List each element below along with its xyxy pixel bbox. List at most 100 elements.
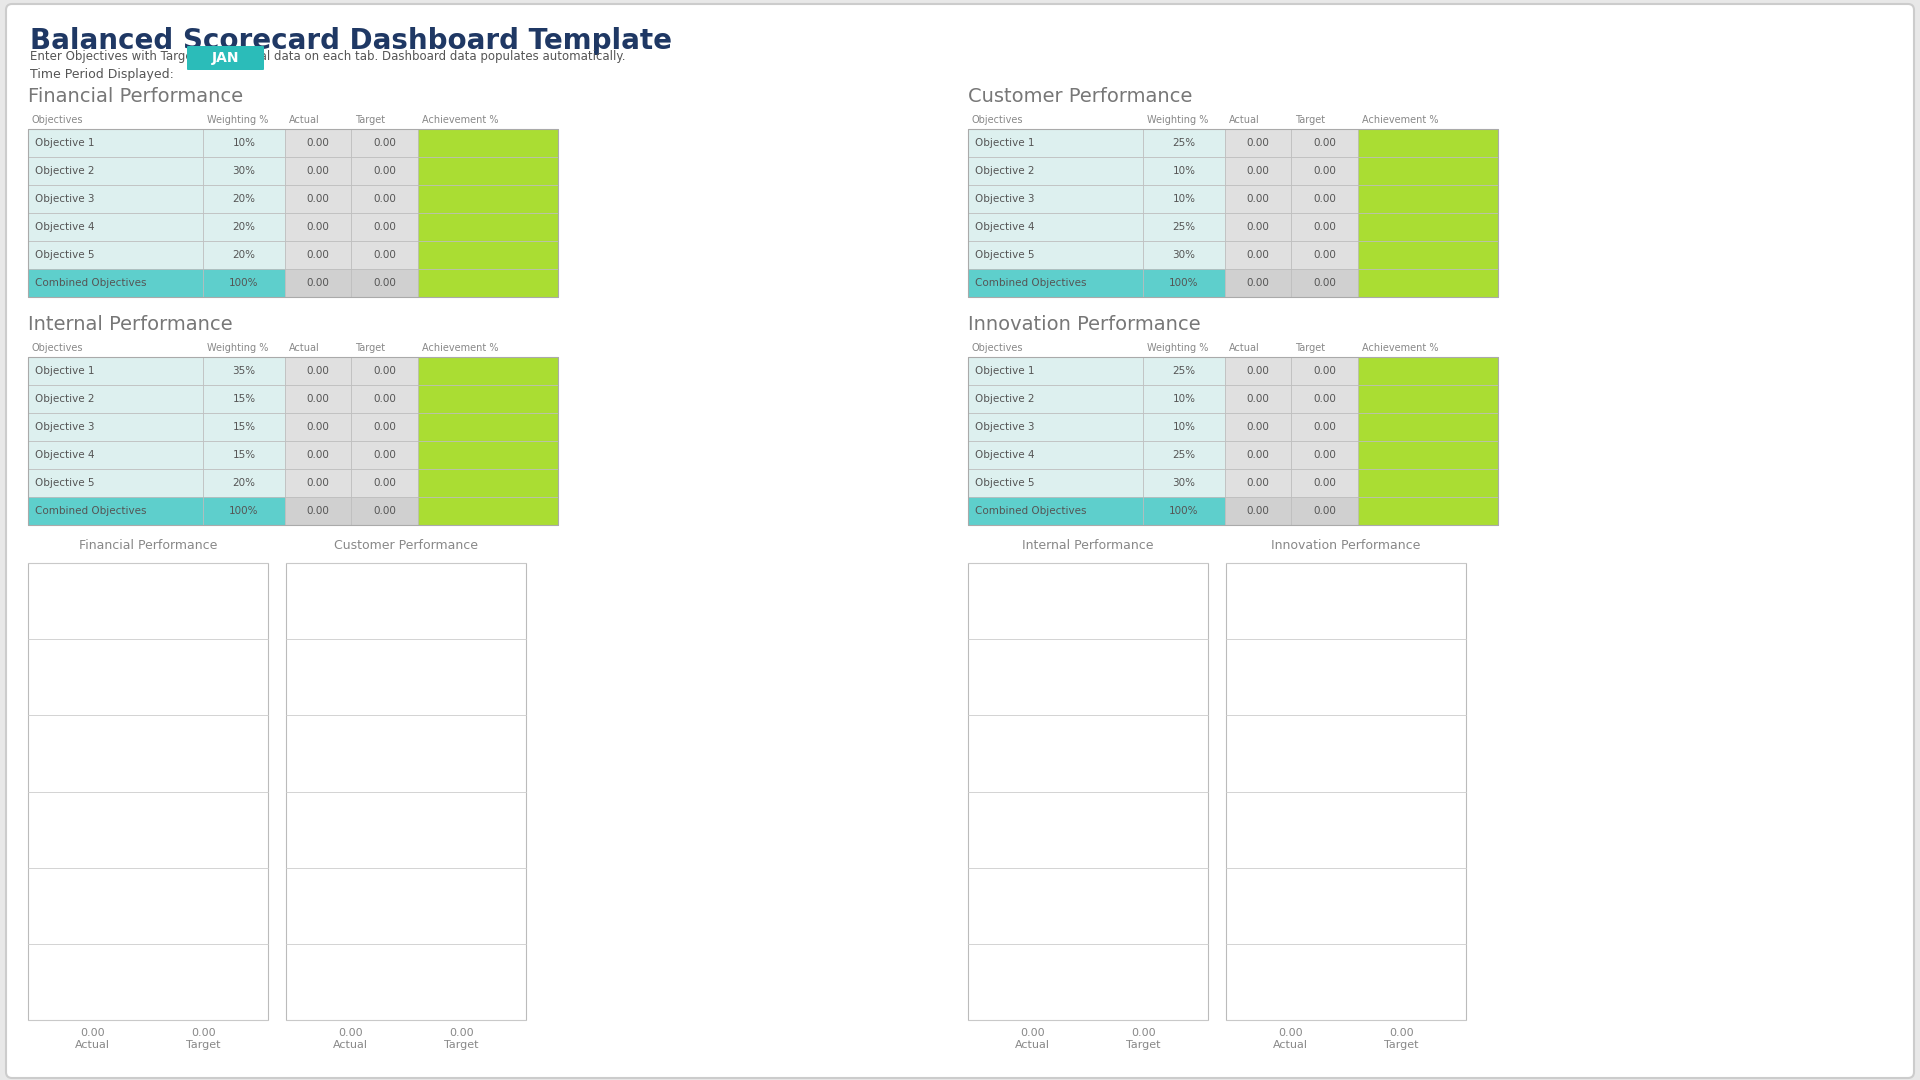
Text: 100%: 100% — [228, 278, 259, 288]
Text: Innovation Performance: Innovation Performance — [1271, 539, 1421, 552]
Bar — [417, 213, 559, 241]
Bar — [284, 213, 351, 241]
Bar — [351, 185, 417, 213]
Bar — [1292, 213, 1357, 241]
Text: 15%: 15% — [232, 394, 255, 404]
Bar — [1225, 129, 1292, 157]
Text: 0.00: 0.00 — [1246, 478, 1269, 488]
Bar — [1357, 357, 1498, 384]
Bar — [29, 357, 204, 384]
Bar — [417, 469, 559, 497]
Bar — [351, 413, 417, 441]
Text: Objective 4: Objective 4 — [975, 222, 1035, 232]
Bar — [284, 384, 351, 413]
Text: Financial Performance: Financial Performance — [79, 539, 217, 552]
Text: Target: Target — [1296, 114, 1325, 125]
Bar — [1142, 413, 1225, 441]
Bar — [29, 497, 204, 525]
Text: 0.00: 0.00 — [372, 450, 396, 460]
Bar — [1225, 357, 1292, 384]
Bar — [29, 413, 204, 441]
Bar — [1292, 497, 1357, 525]
Text: 10%: 10% — [232, 138, 255, 148]
Bar — [284, 129, 351, 157]
Text: Target: Target — [355, 114, 386, 125]
Bar — [29, 469, 204, 497]
Text: 0.00: 0.00 — [1131, 1028, 1156, 1038]
Bar — [1225, 469, 1292, 497]
Text: 0.00: 0.00 — [372, 507, 396, 516]
Text: Objective 1: Objective 1 — [975, 366, 1035, 376]
Bar — [968, 213, 1142, 241]
Text: Target: Target — [186, 1040, 221, 1050]
Text: 10%: 10% — [1173, 166, 1196, 176]
Text: 25%: 25% — [1173, 366, 1196, 376]
Text: Objectives: Objectives — [33, 114, 83, 125]
Bar — [417, 185, 559, 213]
Text: Internal Performance: Internal Performance — [1021, 539, 1154, 552]
Text: 0.00: 0.00 — [372, 478, 396, 488]
Text: 0.00: 0.00 — [1279, 1028, 1304, 1038]
Bar — [29, 384, 204, 413]
Text: 0.00: 0.00 — [1246, 166, 1269, 176]
Text: 30%: 30% — [232, 166, 255, 176]
Bar — [1142, 384, 1225, 413]
Bar — [1225, 269, 1292, 297]
Text: 15%: 15% — [232, 422, 255, 432]
Text: 10%: 10% — [1173, 394, 1196, 404]
Bar — [417, 269, 559, 297]
Bar — [1225, 441, 1292, 469]
Bar — [1292, 129, 1357, 157]
Text: Objective 1: Objective 1 — [35, 366, 94, 376]
Bar — [1142, 241, 1225, 269]
Text: Objective 4: Objective 4 — [35, 222, 94, 232]
Bar — [968, 357, 1142, 384]
Text: Achievement %: Achievement % — [422, 343, 497, 353]
Bar — [968, 357, 1498, 525]
Text: 0.00: 0.00 — [307, 278, 330, 288]
Bar — [351, 441, 417, 469]
Text: Combined Objectives: Combined Objectives — [35, 278, 146, 288]
Bar — [29, 269, 204, 297]
Text: Combined Objectives: Combined Objectives — [35, 507, 146, 516]
Bar — [1292, 269, 1357, 297]
Bar — [204, 469, 284, 497]
Bar — [1225, 241, 1292, 269]
Bar — [29, 357, 559, 525]
Bar — [284, 357, 351, 384]
Bar — [29, 157, 204, 185]
Text: Innovation Performance: Innovation Performance — [968, 315, 1200, 334]
Text: Weighting %: Weighting % — [207, 114, 269, 125]
Text: Objective 4: Objective 4 — [35, 450, 94, 460]
Text: Weighting %: Weighting % — [1146, 343, 1208, 353]
Bar — [351, 469, 417, 497]
Bar — [29, 441, 204, 469]
Bar — [1225, 413, 1292, 441]
Bar — [29, 213, 204, 241]
Bar — [968, 269, 1142, 297]
Text: Objective 5: Objective 5 — [35, 249, 94, 260]
Text: 0.00: 0.00 — [338, 1028, 363, 1038]
Bar — [1227, 563, 1467, 1020]
Bar — [1357, 157, 1498, 185]
Text: Customer Performance: Customer Performance — [968, 87, 1192, 106]
Text: Objective 5: Objective 5 — [975, 478, 1035, 488]
Text: Objective 2: Objective 2 — [975, 394, 1035, 404]
Text: Actual: Actual — [1016, 1040, 1050, 1050]
Bar — [1292, 357, 1357, 384]
Text: Weighting %: Weighting % — [1146, 114, 1208, 125]
Text: 0.00: 0.00 — [1313, 507, 1336, 516]
Text: JAN: JAN — [213, 51, 240, 65]
Bar — [351, 357, 417, 384]
Bar — [204, 185, 284, 213]
Text: 100%: 100% — [1169, 507, 1198, 516]
Text: 0.00: 0.00 — [1313, 278, 1336, 288]
Text: 0.00: 0.00 — [1313, 394, 1336, 404]
Text: Objectives: Objectives — [972, 114, 1023, 125]
Text: 0.00: 0.00 — [190, 1028, 215, 1038]
Bar — [417, 241, 559, 269]
Text: 10%: 10% — [1173, 194, 1196, 204]
Text: Objective 3: Objective 3 — [975, 422, 1035, 432]
Bar — [417, 157, 559, 185]
Text: Target: Target — [444, 1040, 478, 1050]
